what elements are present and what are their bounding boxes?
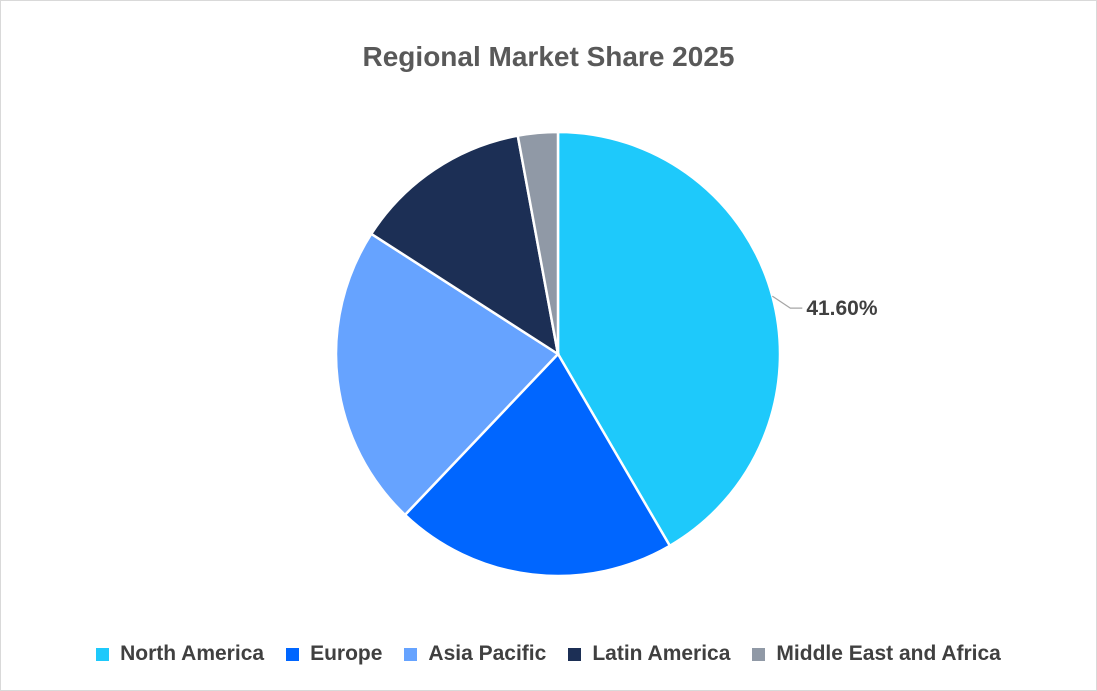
pie-slice-north-america[interactable] [556,130,782,548]
legend-item-asia-pacific[interactable]: Asia Pacific [404,642,546,666]
legend-swatch [286,647,300,661]
legend-label: Middle East and Africa [776,642,1001,665]
legend-item-north-america[interactable]: North America [96,642,264,666]
pie-slice-middle-east-and-africa[interactable] [516,130,560,355]
data-label-north-america: 41.60% [806,297,878,320]
legend-swatch [752,647,766,661]
chart-title: Regional Market Share 2025 [362,41,735,72]
data-label-leader-line [771,295,803,309]
pie-slice-europe[interactable] [403,351,672,578]
legend-label: Latin America [592,642,731,665]
legend-swatch [568,647,582,661]
legend-label: North America [120,642,265,665]
legend-label: Asia Pacific [428,642,547,665]
legend-label: Europe [310,642,383,665]
legend-swatch [96,647,110,661]
legend-item-middle-east-and-africa[interactable]: Middle East and Africa [752,642,1001,666]
legend-item-europe[interactable]: Europe [286,642,382,666]
chart-legend: North America Europe Asia Pacific Latin Ame… [1,642,1096,666]
pie-slice-latin-america[interactable] [369,134,560,357]
pie-slice-asia-pacific[interactable] [334,232,560,517]
legend-item-latin-america[interactable]: Latin America [568,642,730,666]
legend-swatch [404,647,418,661]
